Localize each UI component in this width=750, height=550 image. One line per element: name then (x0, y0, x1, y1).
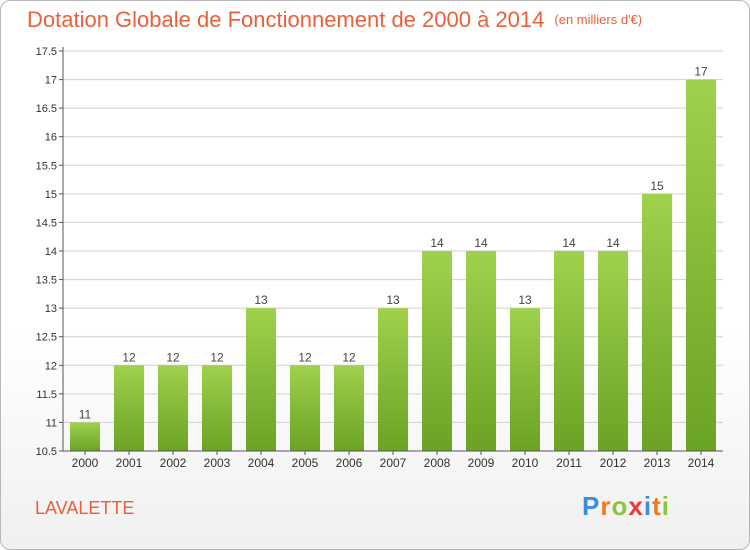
bar (642, 193, 672, 451)
x-tick-label: 2007 (380, 456, 407, 470)
data-label: 13 (254, 293, 268, 307)
x-tick-label: 2009 (468, 456, 495, 470)
data-label: 14 (562, 236, 576, 250)
data-label: 15 (650, 179, 664, 193)
y-tick-label: 17 (45, 75, 57, 87)
x-tick-label: 2013 (644, 456, 671, 470)
y-tick-label: 17.5 (36, 46, 57, 58)
y-tick-label: 15.5 (36, 160, 57, 172)
chart-title-text: Dotation Globale de Fonctionnement de 20… (27, 7, 545, 32)
bar (246, 308, 276, 451)
y-tick-label: 11.5 (36, 389, 57, 401)
bar (422, 251, 452, 451)
bar (114, 365, 144, 451)
x-tick-label: 2006 (336, 456, 363, 470)
bar (158, 365, 188, 451)
x-tick-label: 2004 (248, 456, 275, 470)
chart-unit: (en milliers d'€) (554, 12, 643, 27)
x-tick-label: 2002 (160, 456, 187, 470)
x-tick-label: 2003 (204, 456, 231, 470)
data-label: 13 (518, 293, 532, 307)
y-tick-label: 12 (45, 360, 57, 372)
x-tick-label: 2010 (512, 456, 539, 470)
y-tick-label: 14.5 (36, 217, 57, 229)
x-tick-label: 2000 (72, 456, 99, 470)
data-label: 12 (122, 350, 136, 364)
chart-title: Dotation Globale de Fonctionnement de 20… (27, 7, 642, 33)
bar (466, 251, 496, 451)
bar-chart: 11 12 12 12 13 12 12 13 14 14 13 14 14 15 17 10.5 11 11.… (36, 46, 723, 470)
data-label: 12 (298, 350, 312, 364)
data-label: 13 (386, 293, 400, 307)
axis-layer: 10.5 11 11.5 12 12.5 13 13.5 14 14.5 15 15.5 16 16.5… (36, 46, 723, 470)
x-tick-label: 2005 (292, 456, 319, 470)
data-label: 12 (166, 350, 180, 364)
y-tick-label: 12.5 (36, 332, 57, 344)
x-tick-label: 2001 (116, 456, 143, 470)
y-tick-label: 10.5 (36, 446, 57, 458)
x-tick-label: 2012 (600, 456, 627, 470)
y-tick-label: 16.5 (36, 103, 57, 115)
data-label: 17 (694, 65, 708, 79)
x-tick-label: 2008 (424, 456, 451, 470)
y-tick-label: 16 (45, 132, 57, 144)
y-tick-label: 13 (45, 303, 57, 315)
data-label: 11 (79, 407, 92, 421)
y-tick-label: 11 (46, 417, 57, 429)
bar (378, 308, 408, 451)
y-tick-label: 13.5 (36, 275, 57, 287)
data-label: 14 (474, 236, 488, 250)
x-tick-label: 2011 (556, 456, 582, 470)
bar (334, 365, 364, 451)
bars-layer: 11 12 12 12 13 12 12 13 14 14 13 14 14 15 17 (70, 65, 716, 452)
bar (510, 308, 540, 451)
commune-name: LAVALETTE (35, 498, 135, 518)
data-label: 12 (210, 350, 224, 364)
bar (202, 365, 232, 451)
bar (554, 251, 584, 451)
x-tick-label: 2014 (688, 456, 715, 470)
bar (598, 251, 628, 451)
proxiti-logo: Proxiti (582, 491, 670, 521)
bar (290, 365, 320, 451)
bar (70, 422, 100, 451)
data-label: 14 (430, 236, 444, 250)
bar (686, 79, 716, 452)
y-tick-label: 14 (45, 246, 57, 258)
y-tick-label: 15 (45, 189, 57, 201)
data-label: 14 (606, 236, 620, 250)
data-label: 12 (342, 350, 356, 364)
